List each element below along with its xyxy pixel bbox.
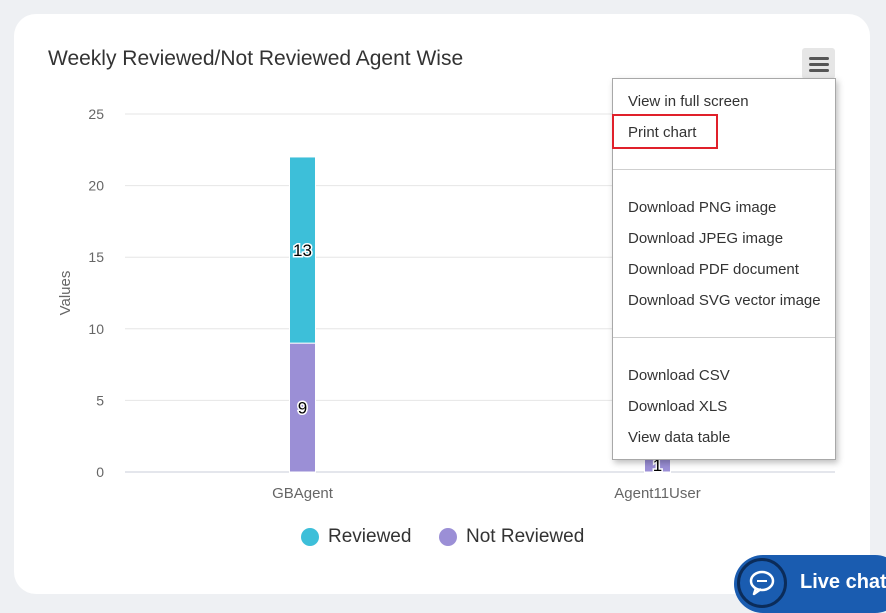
data-label: 13 bbox=[293, 241, 312, 260]
y-tick-label: 15 bbox=[88, 249, 104, 265]
menu-item-download-png[interactable]: Download PNG image bbox=[628, 199, 777, 216]
live-chat-button[interactable]: Live chat bbox=[734, 555, 886, 613]
print-chart-highlight-box bbox=[612, 114, 718, 149]
x-tick-label: GBAgent bbox=[272, 485, 334, 502]
menu-item-print-chart[interactable]: Print chart bbox=[628, 124, 697, 141]
bar-reviewed bbox=[289, 156, 316, 344]
y-tick-label: 20 bbox=[88, 178, 104, 194]
legend-marker-reviewed bbox=[301, 528, 319, 546]
menu-item-download-xls[interactable]: Download XLS bbox=[628, 398, 728, 415]
legend-marker-not-reviewed bbox=[439, 528, 457, 546]
menu-item-download-svg[interactable]: Download SVG vector image bbox=[628, 292, 821, 309]
y-tick-label: 10 bbox=[88, 321, 104, 337]
menu-item-download-csv[interactable]: Download CSV bbox=[628, 367, 730, 384]
bar-not-reviewed bbox=[289, 342, 316, 473]
legend-label-reviewed: Reviewed bbox=[328, 526, 412, 547]
y-tick-label: 0 bbox=[96, 464, 104, 480]
hamburger-menu-icon[interactable] bbox=[802, 48, 835, 79]
y-tick-label: 25 bbox=[88, 106, 104, 122]
export-menu: View in full screen Print chart Download… bbox=[612, 78, 836, 460]
x-tick-label: Agent11User bbox=[614, 485, 700, 502]
menu-item-download-pdf[interactable]: Download PDF document bbox=[628, 261, 799, 278]
chart-title: Weekly Reviewed/Not Reviewed Agent Wise bbox=[48, 47, 464, 70]
y-axis-title: Values bbox=[57, 271, 74, 316]
menu-separator bbox=[613, 337, 835, 338]
live-chat-label: Live chat bbox=[800, 571, 886, 593]
menu-item-full-screen[interactable]: View in full screen bbox=[628, 93, 749, 110]
chat-bubble-icon bbox=[737, 558, 787, 608]
menu-item-download-jpeg[interactable]: Download JPEG image bbox=[628, 230, 784, 247]
y-tick-label: 5 bbox=[96, 392, 104, 408]
legend-label-not-reviewed: Not Reviewed bbox=[466, 526, 585, 547]
data-label: 9 bbox=[298, 399, 307, 418]
menu-separator bbox=[613, 169, 835, 170]
menu-item-view-data-table[interactable]: View data table bbox=[628, 429, 731, 446]
